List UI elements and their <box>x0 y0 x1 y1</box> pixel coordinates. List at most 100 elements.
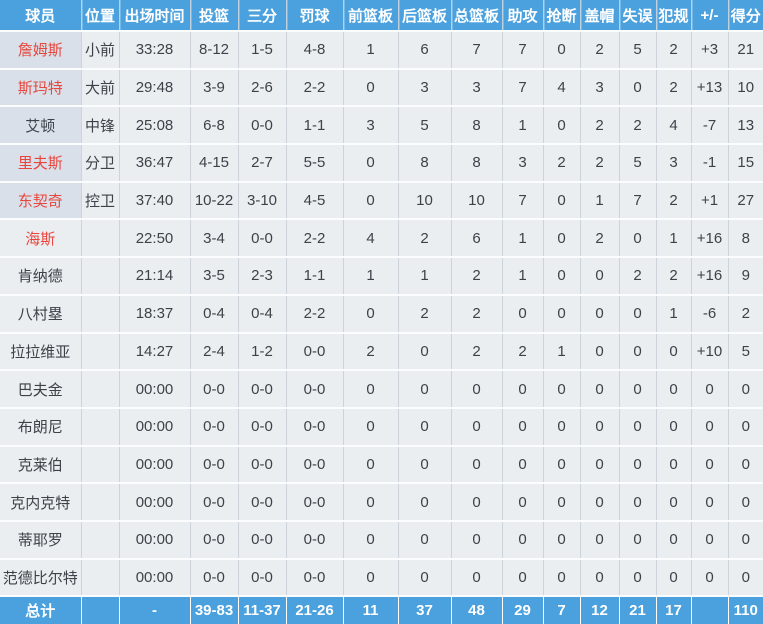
player-name: 布朗尼 <box>0 406 81 446</box>
player-row: 蒂耶罗 00:00 0-0 0-0 0-0 0 0 0 0 0 0 0 0 0 0 <box>0 519 763 559</box>
stat-cell-plus-minus: 0 <box>690 369 728 408</box>
stat-cell-stl: 0 <box>542 293 580 333</box>
stat-cell-to: 0 <box>618 369 656 408</box>
stat-cell-stl: 0 <box>542 557 580 597</box>
stat-cell-ft: 2-2 <box>285 218 343 258</box>
stat-cell-to: 0 <box>618 444 656 484</box>
total-cell-oreb: 11 <box>342 595 398 624</box>
stat-cell-dreb: 6 <box>397 30 451 69</box>
stat-cell-position <box>80 293 119 333</box>
stat-cell-3pt: 2-7 <box>237 143 286 182</box>
stat-cell-pf: 2 <box>655 256 691 295</box>
stat-cell-fg: 0-0 <box>189 444 238 484</box>
total-cell-to: 21 <box>618 595 656 624</box>
player-row: 海斯 22:50 3-4 0-0 2-2 4 2 6 1 0 2 0 1 +16 8 <box>0 218 763 258</box>
stat-cell-3pt: 0-0 <box>237 482 286 521</box>
player-name: 艾顿 <box>0 105 81 145</box>
stat-cell-ast: 0 <box>501 293 543 333</box>
player-row: 斯玛特 大前 29:48 3-9 2-6 2-2 0 3 3 7 4 3 0 2 +13 10 <box>0 67 763 107</box>
stat-cell-stl: 0 <box>542 444 580 484</box>
stat-cell-plus-minus: +16 <box>690 256 728 295</box>
total-cell-3pt: 11-37 <box>237 595 286 624</box>
column-header-plus-minus: +/- <box>690 0 728 31</box>
stat-cell-plus-minus: +3 <box>690 30 728 69</box>
player-name: 斯玛特 <box>0 67 81 107</box>
stat-cell-plus-minus: 0 <box>690 519 728 559</box>
stat-cell-oreb: 0 <box>342 143 398 182</box>
stat-cell-fg: 0-0 <box>189 519 238 559</box>
stat-cell-plus-minus: 0 <box>690 557 728 597</box>
total-cell-stl: 7 <box>542 595 580 624</box>
stat-cell-fg: 3-4 <box>189 218 238 258</box>
stat-cell-plus-minus: 0 <box>690 444 728 484</box>
total-cell-position <box>80 595 119 624</box>
stat-cell-plus-minus: +1 <box>690 180 728 220</box>
column-header-pts: 得分 <box>727 0 763 31</box>
stat-cell-stl: 2 <box>542 143 580 182</box>
player-name: 八村塁 <box>0 293 81 333</box>
stat-cell-blk: 0 <box>579 293 619 333</box>
total-cell-treb: 48 <box>450 595 502 624</box>
stat-cell-minutes: 00:00 <box>118 406 190 446</box>
player-row: 八村塁 18:37 0-4 0-4 2-2 0 2 2 0 0 0 0 1 -6 2 <box>0 293 763 333</box>
stat-cell-ast: 1 <box>501 256 543 295</box>
stat-cell-stl: 0 <box>542 30 580 69</box>
player-name: 肯纳德 <box>0 256 81 295</box>
stat-cell-pf: 0 <box>655 406 691 446</box>
stat-cell-3pt: 0-0 <box>237 218 286 258</box>
stat-cell-blk: 2 <box>579 143 619 182</box>
stat-cell-treb: 0 <box>450 369 502 408</box>
stat-cell-blk: 2 <box>579 30 619 69</box>
stat-cell-ast: 0 <box>501 482 543 521</box>
stat-cell-position: 大前 <box>80 67 119 107</box>
stat-cell-minutes: 22:50 <box>118 218 190 258</box>
stat-cell-minutes: 00:00 <box>118 482 190 521</box>
player-row: 里夫斯 分卫 36:47 4-15 2-7 5-5 0 8 8 3 2 2 5 3 -1 15 <box>0 143 763 182</box>
stat-cell-stl: 1 <box>542 331 580 371</box>
total-row: 总计 -39-83 11-37 21-26 11 37 48 29 7 12 21 17 110 <box>0 595 763 624</box>
stat-cell-pts: 9 <box>727 256 763 295</box>
total-cell-fg: 39-83 <box>189 595 238 624</box>
column-header-minutes: 出场时间 <box>118 0 190 31</box>
stat-cell-position <box>80 519 119 559</box>
stat-cell-to: 7 <box>618 180 656 220</box>
stat-cell-3pt: 1-2 <box>237 331 286 371</box>
stat-cell-ft: 5-5 <box>285 143 343 182</box>
stat-cell-fg: 8-12 <box>189 30 238 69</box>
total-cell-ft: 21-26 <box>285 595 343 624</box>
stat-cell-pts: 8 <box>727 218 763 258</box>
stat-cell-minutes: 37:40 <box>118 180 190 220</box>
stat-cell-3pt: 3-10 <box>237 180 286 220</box>
player-name: 东契奇 <box>0 180 81 220</box>
stat-cell-pts: 21 <box>727 30 763 69</box>
stat-cell-fg: 0-0 <box>189 557 238 597</box>
stat-cell-oreb: 0 <box>342 482 398 521</box>
stat-cell-minutes: 00:00 <box>118 519 190 559</box>
stat-cell-stl: 0 <box>542 482 580 521</box>
stat-cell-dreb: 5 <box>397 105 451 145</box>
stat-cell-pts: 0 <box>727 557 763 597</box>
player-row: 肯纳德 21:14 3-5 2-3 1-1 1 1 2 1 0 0 2 2 +16 9 <box>0 256 763 295</box>
player-row: 詹姆斯 小前 33:28 8-12 1-5 4-8 1 6 7 7 0 2 5 2 +3 21 <box>0 30 763 69</box>
stat-cell-blk: 1 <box>579 180 619 220</box>
stat-cell-plus-minus: -1 <box>690 143 728 182</box>
stat-cell-dreb: 2 <box>397 218 451 258</box>
stat-cell-pf: 3 <box>655 143 691 182</box>
stat-cell-stl: 0 <box>542 369 580 408</box>
column-header-blk: 盖帽 <box>579 0 619 31</box>
stat-cell-ft: 0-0 <box>285 519 343 559</box>
stat-cell-to: 5 <box>618 143 656 182</box>
stat-cell-oreb: 4 <box>342 218 398 258</box>
total-cell-pts: 110 <box>727 595 763 624</box>
stat-cell-dreb: 1 <box>397 256 451 295</box>
stat-cell-oreb: 0 <box>342 557 398 597</box>
stat-cell-blk: 0 <box>579 444 619 484</box>
total-label: 总计 <box>0 595 81 624</box>
total-cell-plus-minus <box>690 595 728 624</box>
stat-cell-oreb: 1 <box>342 256 398 295</box>
stat-cell-blk: 2 <box>579 218 619 258</box>
stat-cell-pts: 13 <box>727 105 763 145</box>
stat-cell-treb: 6 <box>450 218 502 258</box>
player-row: 拉拉维亚 14:27 2-4 1-2 0-0 2 0 2 2 1 0 0 0 +10 5 <box>0 331 763 371</box>
